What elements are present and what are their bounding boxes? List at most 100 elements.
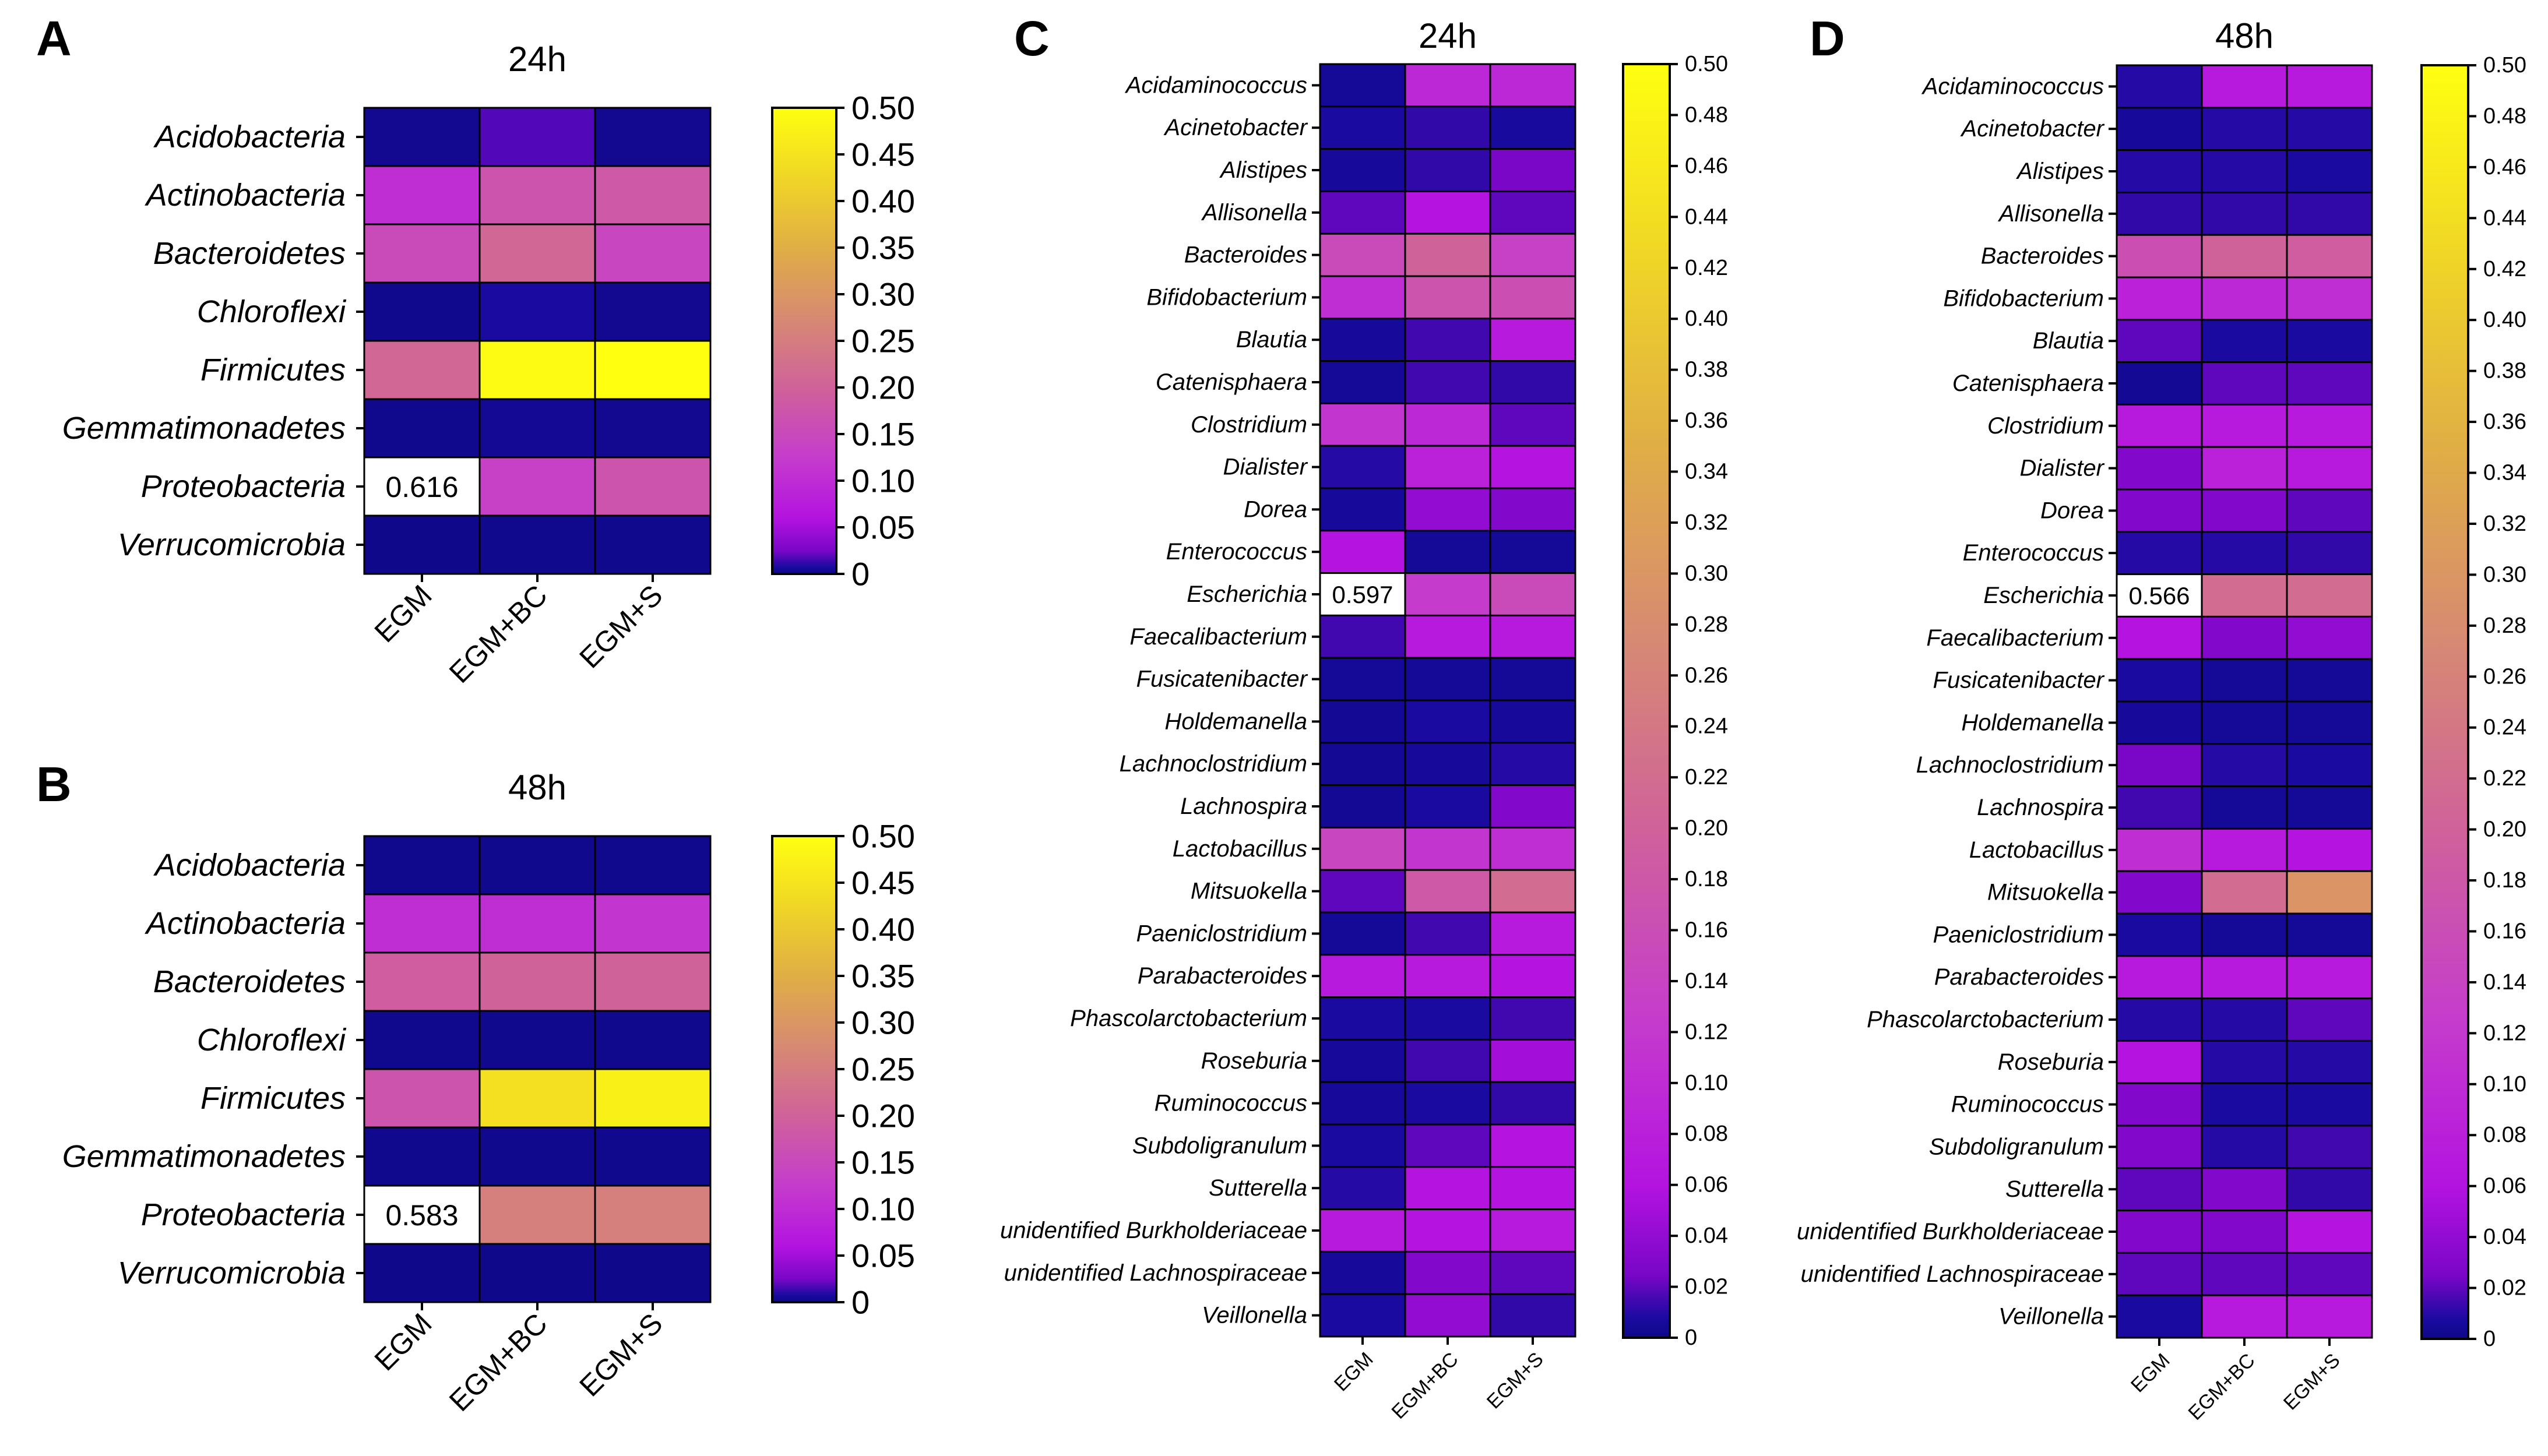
heatmap-cell xyxy=(594,1184,712,1245)
heatmap-cell xyxy=(1404,487,1491,532)
heatmap-cell xyxy=(2286,1210,2373,1254)
colorbar-tick-label: 0.34 xyxy=(2483,461,2526,485)
cell-value-label: 0.566 xyxy=(2128,582,2190,609)
heatmap-cell xyxy=(1489,657,1576,701)
row-label-holdemanella: Holdemanella xyxy=(1961,710,2104,735)
heatmap-cell xyxy=(1489,1166,1576,1211)
heatmap-cell xyxy=(2201,1251,2288,1296)
heatmap-cell xyxy=(1319,232,1406,277)
column-label-egm-bc: EGM+BC xyxy=(1388,1348,1463,1423)
heatmap-cell xyxy=(363,340,481,400)
row-label-lachnoclostridium: Lachnoclostridium xyxy=(1120,751,1307,777)
heatmap-cell xyxy=(1404,1166,1491,1211)
heatmap-cell xyxy=(1319,699,1406,744)
colorbar-tick-label: 0.48 xyxy=(1685,103,1728,127)
panel-letter-c: C xyxy=(1014,11,1050,66)
row-label-clostridium: Clostridium xyxy=(1191,412,1307,438)
heatmap-cell xyxy=(1404,1081,1491,1126)
row-label-chloroflexi: Chloroflexi xyxy=(197,294,347,329)
colorbar-tick-label: 0.36 xyxy=(2483,410,2526,434)
heatmap-cell xyxy=(1319,826,1406,871)
row-label-catenisphaera: Catenisphaera xyxy=(1952,371,2104,396)
heatmap-cell xyxy=(1489,954,1576,999)
panel-b-colorbar: 0 0.05 0.10 0.15 0.20 0.25 0.30 0.35 0.40 0.45 0.5… xyxy=(771,818,915,1321)
heatmap-cell xyxy=(2116,531,2203,576)
row-label-veillonella: Veillonella xyxy=(1202,1303,1307,1328)
heatmap-cell xyxy=(363,281,481,342)
heatmap-cell xyxy=(1404,826,1491,871)
colorbar-tick-label: 0.14 xyxy=(2483,970,2526,995)
panel-letter-d: D xyxy=(1810,11,1845,66)
row-label-escherichia: Escherichia xyxy=(1187,581,1307,607)
panel-d-heatmap: D 48h Acidaminococcus Acinetobacter Alisti… xyxy=(1797,11,2526,1425)
heatmap-cell xyxy=(2116,488,2203,533)
heatmap-cell xyxy=(2286,234,2373,278)
heatmap-cell xyxy=(1319,105,1406,150)
heatmap-cell xyxy=(1489,869,1576,914)
heatmap-cell xyxy=(1489,826,1576,871)
heatmap-cell xyxy=(594,1010,712,1070)
heatmap-cell xyxy=(363,951,481,1012)
row-label-allisonella: Allisonella xyxy=(1201,200,1307,225)
heatmap-cell xyxy=(2201,234,2288,278)
column-label-egm-s: EGM+S xyxy=(573,579,668,674)
column-label-egm-bc: EGM+BC xyxy=(443,579,554,689)
heatmap-cell xyxy=(1404,530,1491,574)
heatmap-cell xyxy=(2116,573,2203,618)
row-label-unidentified-lachnospiraceae: unidentified Lachnospiraceae xyxy=(1801,1261,2104,1287)
colorbar-gradient xyxy=(2422,65,2468,1339)
heatmap-cell xyxy=(1319,530,1406,574)
colorbar-tick-label: 0.25 xyxy=(851,323,915,359)
heatmap-cell xyxy=(478,1126,596,1187)
heatmap-cell xyxy=(2201,531,2288,576)
colorbar-tick-label: 0.25 xyxy=(851,1051,915,1088)
panel-a-colorbar: 0 0.05 0.10 0.15 0.20 0.25 0.30 0.35 0.40 0.45 0.5… xyxy=(771,90,915,593)
colorbar-tick-label: 0.40 xyxy=(1685,306,1728,331)
colorbar-tick-label: 0.20 xyxy=(851,1098,915,1134)
heatmap-cell xyxy=(1489,318,1576,362)
heatmap-cell xyxy=(478,165,596,225)
heatmap-cell xyxy=(594,281,712,342)
heatmap-cell xyxy=(2286,1294,2373,1339)
colorbar-tick-label: 0.15 xyxy=(851,416,915,453)
row-label-phascolarctobacterium: Phascolarctobacterium xyxy=(1867,1007,2104,1032)
cell-value-label: 0.597 xyxy=(1332,581,1393,608)
heatmap-cell xyxy=(2286,531,2373,576)
heatmap-cell xyxy=(1404,275,1491,320)
heatmap-cell xyxy=(2286,403,2373,448)
heatmap-cell xyxy=(363,1184,481,1245)
colorbar-tick-label: 0.28 xyxy=(2483,614,2526,638)
heatmap-cell xyxy=(2201,1124,2288,1169)
heatmap-cell xyxy=(594,1243,712,1303)
heatmap-cell xyxy=(2201,615,2288,660)
row-label-subdoligranulum: Subdoligranulum xyxy=(1929,1134,2104,1159)
heatmap-cell xyxy=(2286,488,2373,533)
heatmap-cell xyxy=(2201,191,2288,236)
heatmap-cell xyxy=(1319,614,1406,659)
heatmap-cell xyxy=(1489,572,1576,616)
heatmap-cell xyxy=(2116,1124,2203,1169)
colorbar-tick-label: 0.26 xyxy=(1685,663,1728,688)
heatmap-cell xyxy=(2116,107,2203,151)
colorbar-tick-label: 0.08 xyxy=(1685,1122,1728,1146)
row-label-catenisphaera: Catenisphaera xyxy=(1156,369,1307,395)
heatmap-cell xyxy=(2201,488,2288,533)
heatmap-cell xyxy=(363,514,481,575)
heatmap-cell xyxy=(2116,446,2203,491)
heatmap-cell xyxy=(1489,487,1576,532)
colorbar-tick-label: 0.36 xyxy=(1685,408,1728,433)
heatmap-cell xyxy=(1489,360,1576,404)
colorbar-tick-label: 0.05 xyxy=(851,509,915,546)
heatmap-cell xyxy=(2286,446,2373,491)
row-label-dorea: Dorea xyxy=(2040,498,2104,523)
heatmap-cell xyxy=(1319,1166,1406,1211)
heatmap-cell xyxy=(594,1068,712,1129)
colorbar-gradient xyxy=(1623,64,1670,1338)
heatmap-cell xyxy=(1404,742,1491,787)
panel-b-heatmap: B 48h Acidobacteria Actinobacteria Bactero… xyxy=(36,757,915,1418)
column-label-egm-s: EGM+S xyxy=(2279,1349,2345,1415)
heatmap-cell xyxy=(2116,827,2203,872)
row-label-sutterella: Sutterella xyxy=(2005,1176,2104,1202)
panel-d-column-labels: EGM EGM+BC EGM+S xyxy=(2127,1338,2345,1425)
